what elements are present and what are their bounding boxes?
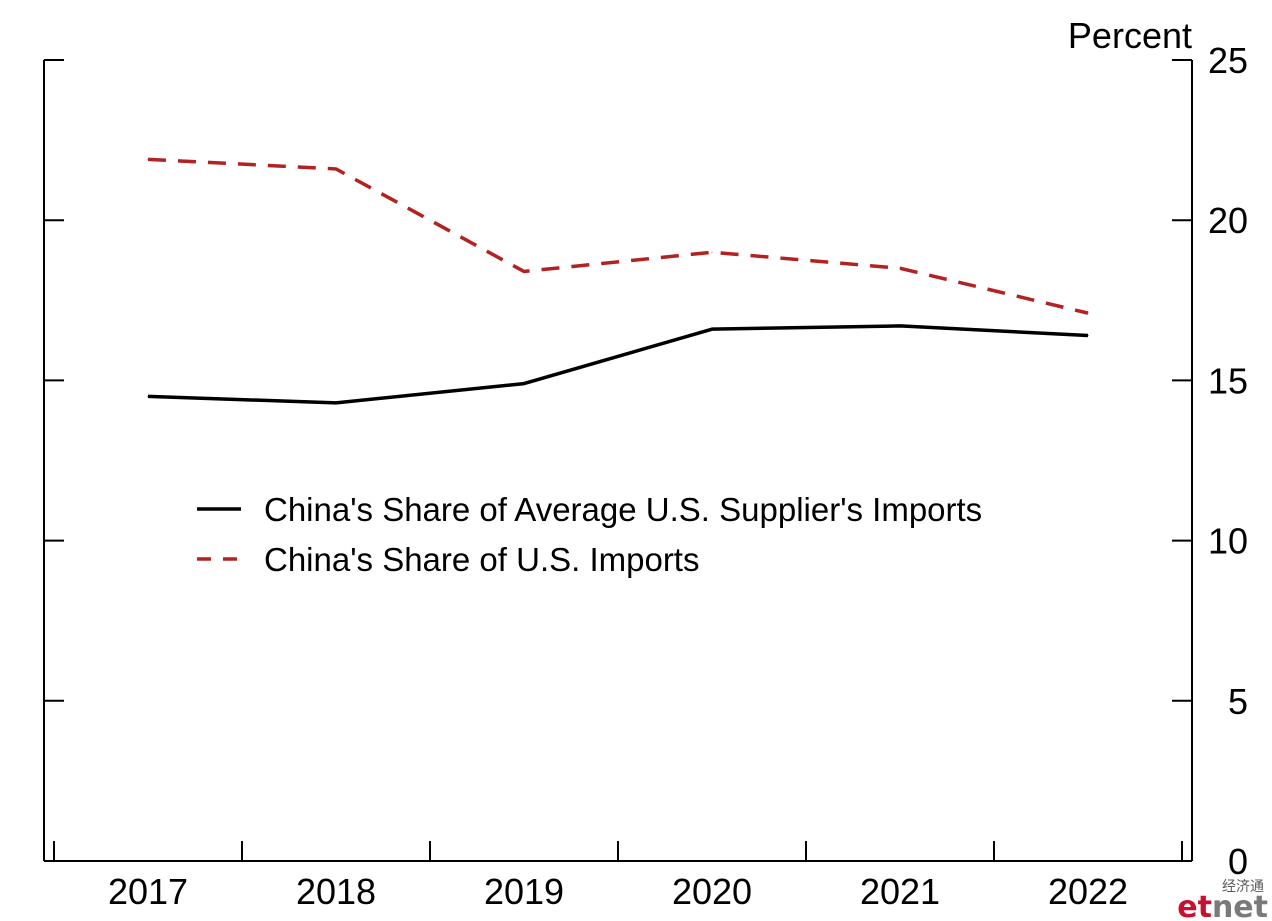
series-1-point-5 bbox=[1087, 312, 1089, 314]
series-0-point-3 bbox=[711, 328, 713, 330]
y-tick-label-2: 10 bbox=[1208, 521, 1248, 562]
series-0-point-5 bbox=[1087, 335, 1089, 337]
series-1-point-1 bbox=[335, 168, 337, 170]
series-line-0 bbox=[147, 324, 1089, 405]
series-1-point-3 bbox=[711, 251, 713, 253]
x-tick-label-4: 2021 bbox=[860, 871, 940, 912]
series-1-point-4 bbox=[899, 267, 901, 269]
x-tick-label-1: 2018 bbox=[296, 871, 376, 912]
legend-label-1: China's Share of U.S. Imports bbox=[264, 541, 699, 578]
y-ticks: 0 5 10 15 20 25 bbox=[44, 40, 1248, 882]
watermark: 经济通 etnet bbox=[1177, 879, 1268, 921]
series-1-point-0 bbox=[147, 158, 149, 160]
series-0-point-4 bbox=[899, 325, 901, 327]
x-tick-label-0: 2017 bbox=[108, 871, 188, 912]
x-ticks: 2017 2018 2019 2020 2021 2022 bbox=[53, 841, 1183, 912]
x-tick-label-2: 2019 bbox=[484, 871, 564, 912]
watermark-brand: etnet bbox=[1177, 890, 1268, 921]
series-layer bbox=[147, 157, 1089, 405]
series-0-point-2 bbox=[523, 383, 525, 385]
y-tick-label-5: 25 bbox=[1208, 40, 1248, 81]
watermark-net: net bbox=[1212, 890, 1268, 921]
watermark-chinese: 经济通 bbox=[1222, 879, 1264, 895]
y-tick-label-3: 15 bbox=[1208, 360, 1248, 401]
y-tick-label-0: 0 bbox=[1228, 841, 1248, 882]
series-1-point-2 bbox=[523, 270, 525, 272]
x-tick-label-3: 2020 bbox=[672, 871, 752, 912]
y-tick-label-1: 5 bbox=[1228, 681, 1248, 722]
axes-frame bbox=[43, 60, 1193, 862]
series-0-point-1 bbox=[335, 402, 337, 404]
series-line-1 bbox=[147, 157, 1089, 315]
watermark-et: et bbox=[1177, 890, 1212, 921]
x-tick-label-5: 2022 bbox=[1048, 871, 1128, 912]
y-unit-label: Percent bbox=[1068, 15, 1192, 56]
series-0-point-0 bbox=[147, 395, 149, 397]
y-tick-label-4: 20 bbox=[1208, 200, 1248, 241]
legend-label-0: China's Share of Average U.S. Supplier's… bbox=[264, 491, 982, 528]
legend: China's Share of Average U.S. Supplier's… bbox=[197, 491, 982, 578]
